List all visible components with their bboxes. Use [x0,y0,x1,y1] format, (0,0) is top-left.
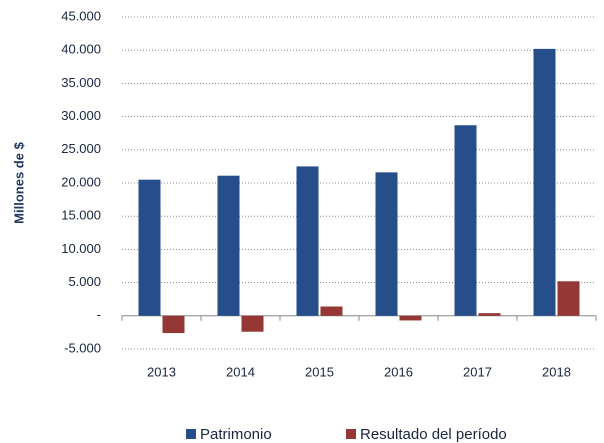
y-tick-label: - [97,307,101,322]
legend-swatch [186,429,196,439]
y-tick-label: 35.000 [61,75,101,90]
x-tick-label: 2016 [384,364,413,379]
bar [533,48,556,316]
y-axis-label: Millones de $ [11,141,26,223]
y-tick-label: 45.000 [61,8,101,23]
bar [296,166,319,316]
legend-swatch [346,429,356,439]
legend-label: Patrimonio [200,426,272,443]
bar [375,172,398,316]
legend-label: Resultado del período [360,426,507,443]
y-tick-label: 25.000 [61,141,101,156]
bar [454,125,477,316]
y-tick-label: 20.000 [61,174,101,189]
y-tick-label: 40.000 [61,42,101,57]
bar [138,179,161,316]
bar [399,315,422,321]
bar [320,306,343,316]
x-tick-label: 2014 [226,364,255,379]
x-tick-label: 2017 [463,364,492,379]
bar [557,281,580,316]
x-tick-label: 2018 [542,364,571,379]
y-tick-label: 15.000 [61,208,101,223]
bar [241,315,264,332]
x-tick-label: 2013 [147,364,176,379]
y-tick-label: -5.000 [64,340,101,355]
bar [217,175,240,316]
y-tick-label: 10.000 [61,241,101,256]
y-tick-label: 5.000 [68,274,101,289]
y-tick-label: 30.000 [61,108,101,123]
bar [478,313,501,316]
x-tick-label: 2015 [305,364,334,379]
bar [162,315,185,334]
